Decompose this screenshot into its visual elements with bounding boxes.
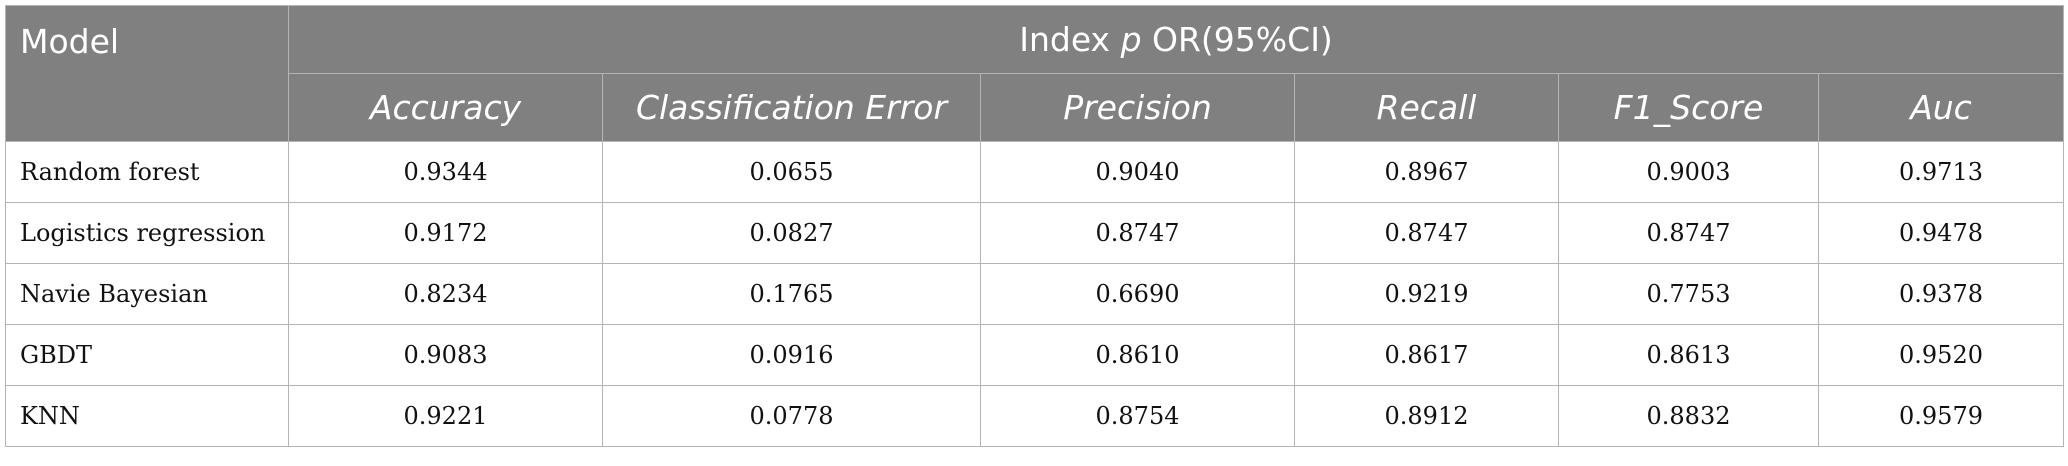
table-header: Model Index p OR(95%CI) Accuracy Classif… xyxy=(5,5,2065,142)
metric-cell: 0.9344 xyxy=(288,141,603,203)
column-header: Auc xyxy=(1817,73,2065,142)
header-row-top: Model Index p OR(95%CI) xyxy=(5,5,2065,142)
metric-cell: 0.7753 xyxy=(1558,263,1819,325)
index-group-p: p xyxy=(1120,20,1142,59)
index-group-header: Index p OR(95%CI) xyxy=(287,5,2065,74)
metric-cell: 0.8747 xyxy=(980,202,1295,264)
metric-cell: 0.8754 xyxy=(980,385,1295,447)
metric-cell: 0.0916 xyxy=(602,324,981,386)
metric-cell: 0.0778 xyxy=(602,385,981,447)
metric-cell: 0.8832 xyxy=(1558,385,1819,447)
model-name-cell: KNN xyxy=(5,385,289,447)
header-row-metrics: Accuracy Classification Error Precision … xyxy=(6,73,2065,142)
metric-cell: 0.8747 xyxy=(1558,202,1819,264)
metric-cell: 0.0827 xyxy=(602,202,981,264)
metric-cell: 0.9713 xyxy=(1817,141,2065,203)
results-table-container: Model Index p OR(95%CI) Accuracy Classif… xyxy=(5,5,2065,447)
metric-cell: 0.9579 xyxy=(1817,385,2065,447)
table-body: Random forest 0.9344 0.0655 0.9040 0.896… xyxy=(5,141,2065,447)
metric-cell: 0.8613 xyxy=(1558,324,1819,386)
metric-cell: 0.9520 xyxy=(1817,324,2065,386)
metric-cell: 0.9219 xyxy=(1294,263,1559,325)
column-header: Recall xyxy=(1294,73,1559,142)
metric-cell: 0.8912 xyxy=(1294,385,1559,447)
table-row: Logistics regression 0.9172 0.0827 0.874… xyxy=(5,202,2065,264)
model-name-cell: Navie Bayesian xyxy=(5,263,289,325)
index-group-suffix: OR(95%CI) xyxy=(1141,20,1333,59)
metric-cell: 0.0655 xyxy=(602,141,981,203)
index-group-prefix: Index xyxy=(1019,20,1121,59)
column-header: F1_Score xyxy=(1558,73,1819,142)
metric-cell: 0.9172 xyxy=(288,202,603,264)
column-header: Accuracy xyxy=(288,73,603,142)
model-column-header: Model xyxy=(5,5,289,142)
column-header: Classification Error xyxy=(602,73,981,142)
model-metrics-table: Model Index p OR(95%CI) Accuracy Classif… xyxy=(5,5,2065,447)
metric-cell: 0.8610 xyxy=(980,324,1295,386)
table-row: KNN 0.9221 0.0778 0.8754 0.8912 0.8832 0… xyxy=(5,385,2065,447)
metric-cell: 0.9003 xyxy=(1558,141,1819,203)
model-name-cell: Logistics regression xyxy=(5,202,289,264)
metric-cell: 0.8747 xyxy=(1294,202,1559,264)
table-row: GBDT 0.9083 0.0916 0.8610 0.8617 0.8613 … xyxy=(5,324,2065,386)
model-name-cell: GBDT xyxy=(5,324,289,386)
table-row: Navie Bayesian 0.8234 0.1765 0.6690 0.92… xyxy=(5,263,2065,325)
metric-cell: 0.8234 xyxy=(288,263,603,325)
metric-cell: 0.9378 xyxy=(1817,263,2065,325)
metric-cell: 0.9221 xyxy=(288,385,603,447)
table-row: Random forest 0.9344 0.0655 0.9040 0.896… xyxy=(5,141,2065,203)
metric-cell: 0.8617 xyxy=(1294,324,1559,386)
metric-cell: 0.9478 xyxy=(1817,202,2065,264)
metric-cell: 0.1765 xyxy=(602,263,981,325)
metric-cell: 0.9040 xyxy=(980,141,1295,203)
metric-cell: 0.9083 xyxy=(288,324,603,386)
column-header: Precision xyxy=(980,73,1295,142)
metric-cell: 0.6690 xyxy=(980,263,1295,325)
model-name-cell: Random forest xyxy=(5,141,289,203)
metric-cell: 0.8967 xyxy=(1294,141,1559,203)
